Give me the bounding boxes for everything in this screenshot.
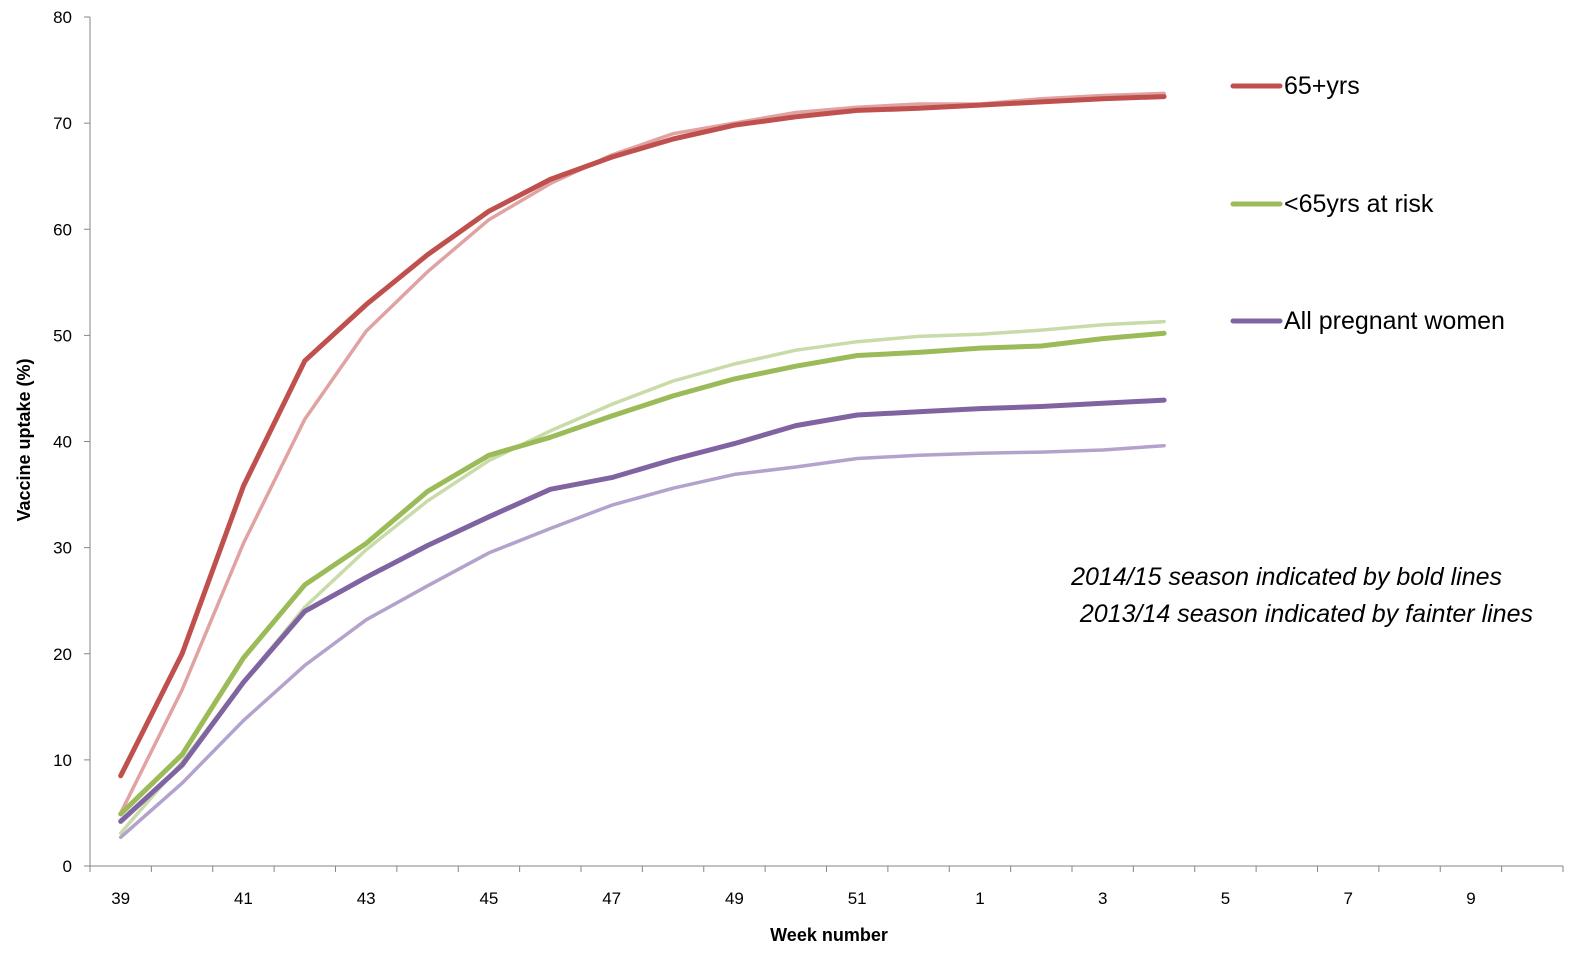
y-tick-label: 0 [63,857,72,876]
x-tick-label: 45 [479,889,498,908]
y-tick-label: 40 [53,433,72,452]
x-tick-label: 9 [1466,889,1475,908]
axes: 0 10 20 30 40 50 60 70 80 39 41 43 45 47 49 51 1 3 5 7 9 [53,8,1564,908]
y-tick-label: 20 [53,645,72,664]
x-tick-label: 3 [1098,889,1107,908]
y-tick-label: 10 [53,751,72,770]
series-line-all-pregnant-women-bold [118,397,1167,824]
bold-series-lines [118,94,1167,824]
series-line-65yrs-at-risk-bold [118,330,1167,817]
x-tick-label: 41 [234,889,253,908]
series-line-65yrs-at-risk-faint [118,319,1166,835]
x-tick-label: 49 [725,889,744,908]
x-tick-label: 47 [602,889,621,908]
faint-series-lines [118,91,1166,840]
note-faint-lines: 2013/14 season indicated by fainter line… [1079,600,1533,628]
series-line-all-pregnant-women-faint [118,443,1166,840]
legend-label: 65+yrs [1284,72,1360,100]
legend-label: <65yrs at risk [1284,190,1434,218]
y-tick-label: 80 [53,8,72,27]
x-axis-title: Week number [770,925,888,945]
x-tick-label: 43 [357,889,376,908]
x-tick-label: 39 [111,889,130,908]
series-line-65-yrs-bold [118,94,1167,779]
legend-label: All pregnant women [1284,307,1505,335]
note-bold-lines: 2014/15 season indicated by bold lines [1070,563,1502,591]
x-tick-label: 1 [975,889,984,908]
y-tick-label: 70 [53,114,72,133]
legend: 65+yrs <65yrs at risk All pregnant women [1230,72,1505,335]
x-tick-label: 7 [1343,889,1352,908]
x-tick-label: 51 [848,889,867,908]
y-tick-label: 30 [53,539,72,558]
y-axis-title: Vaccine uptake (%) [14,358,34,521]
x-tick-label: 5 [1221,889,1230,908]
y-tick-label: 50 [53,326,72,345]
y-tick-label: 60 [53,220,72,239]
